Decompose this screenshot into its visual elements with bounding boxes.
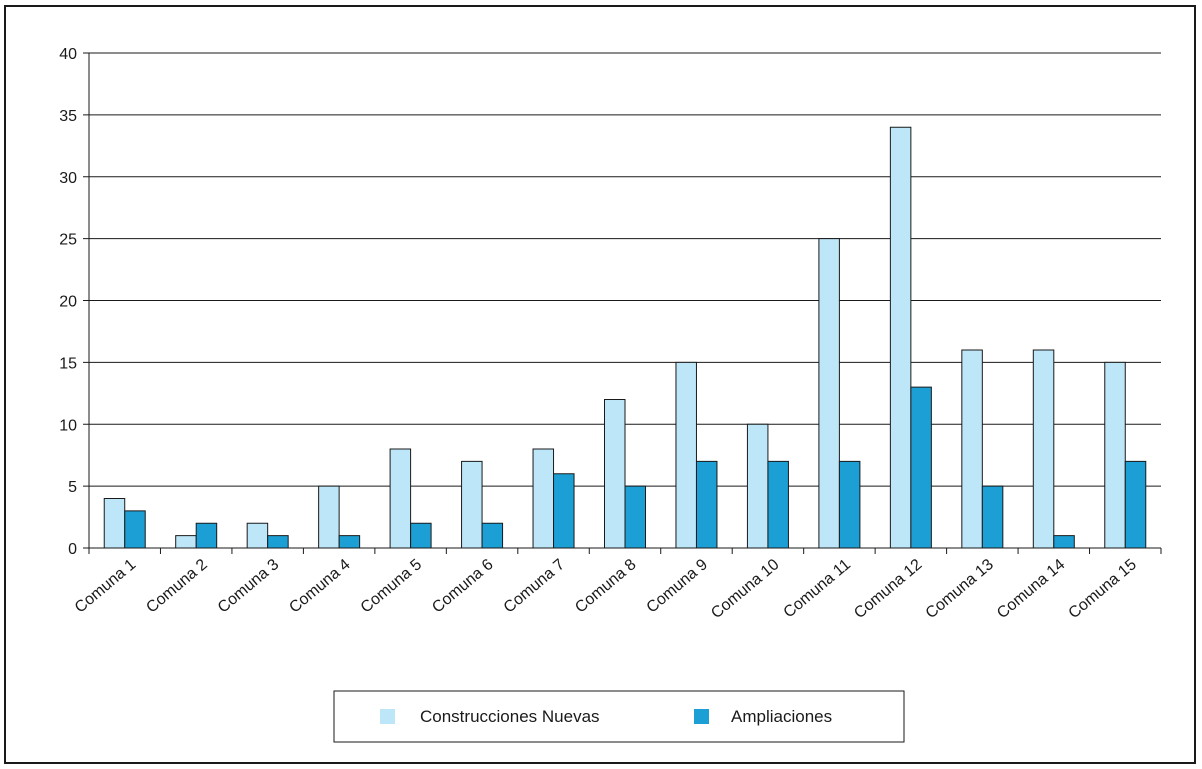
bar-ampliaciones bbox=[267, 535, 289, 549]
bar-ampliaciones bbox=[1053, 535, 1075, 549]
bar-ampliaciones bbox=[410, 522, 432, 549]
bar-construcciones-nuevas bbox=[103, 498, 126, 549]
x-category-label: Comuna 5 bbox=[358, 556, 426, 617]
bar-ampliaciones bbox=[910, 386, 932, 549]
x-category-label: Comuna 2 bbox=[143, 556, 211, 617]
bar-ampliaciones bbox=[695, 460, 718, 549]
bar-construcciones-nuevas bbox=[889, 126, 912, 549]
y-tick-label: 35 bbox=[59, 108, 77, 125]
bar-construcciones-nuevas bbox=[389, 448, 412, 549]
bar-construcciones-nuevas bbox=[1032, 349, 1055, 549]
x-category-labels: Comuna 1 Comuna 2 Comuna 3 Comuna 4 Comuna 5… bbox=[72, 556, 1140, 622]
bar-ampliaciones bbox=[624, 485, 646, 549]
y-tick-label: 10 bbox=[59, 417, 77, 434]
chart-frame: 0 5 10 15 20 25 30 35 40 Comuna 1 Comuna 2 Comuna … bbox=[4, 5, 1196, 764]
bar-construcciones-nuevas bbox=[746, 423, 769, 549]
x-category-label: Comuna 4 bbox=[286, 556, 354, 617]
x-category-label: Comuna 14 bbox=[994, 556, 1068, 622]
y-tick-label: 0 bbox=[68, 541, 77, 558]
bar-ampliaciones bbox=[553, 473, 575, 549]
bar-construcciones-nuevas bbox=[1104, 361, 1126, 549]
y-tick-labels: 0 5 10 15 20 25 30 35 40 bbox=[59, 46, 77, 558]
legend-swatch-ampliaciones bbox=[694, 709, 709, 724]
bar-ampliaciones bbox=[124, 510, 146, 549]
legend: Construcciones Nuevas Ampliaciones bbox=[333, 690, 905, 743]
bar-ampliaciones bbox=[195, 522, 218, 549]
bar-construcciones-nuevas bbox=[318, 485, 340, 549]
bar-ampliaciones bbox=[981, 485, 1004, 549]
x-category-label: Comuna 13 bbox=[923, 556, 997, 622]
bar-ampliaciones bbox=[338, 535, 361, 549]
x-category-label: Comuna 15 bbox=[1066, 556, 1140, 622]
bar-construcciones-nuevas bbox=[961, 349, 983, 549]
bar-ampliaciones bbox=[481, 522, 504, 549]
x-category-label: Comuna 8 bbox=[572, 556, 640, 617]
x-category-label: Comuna 10 bbox=[708, 556, 782, 622]
legend-label-ampliaciones: Ampliaciones bbox=[731, 707, 832, 726]
gridlines bbox=[89, 52, 1161, 487]
x-category-label: Comuna 9 bbox=[644, 556, 712, 617]
x-category-label: Comuna 7 bbox=[501, 556, 569, 617]
y-tick-label: 25 bbox=[59, 232, 77, 249]
x-category-label: Comuna 1 bbox=[72, 556, 140, 617]
y-tick-label: 5 bbox=[68, 479, 77, 496]
bar-construcciones-nuevas bbox=[818, 238, 840, 549]
bar-construcciones-nuevas bbox=[175, 535, 197, 549]
legend-swatch-construcciones-nuevas bbox=[380, 709, 395, 724]
y-tick-label: 15 bbox=[59, 355, 77, 372]
bar-construcciones-nuevas bbox=[246, 522, 269, 549]
x-category-label: Comuna 3 bbox=[215, 556, 283, 617]
bar-ampliaciones bbox=[767, 460, 789, 549]
y-tick-label: 30 bbox=[59, 170, 77, 187]
legend-label-construcciones-nuevas: Construcciones Nuevas bbox=[420, 707, 600, 726]
bar-ampliaciones bbox=[1124, 460, 1147, 549]
y-tick-label: 20 bbox=[59, 294, 77, 311]
bar-construcciones-nuevas bbox=[532, 448, 555, 549]
x-category-label: Comuna 6 bbox=[429, 556, 497, 617]
y-tick-label: 40 bbox=[59, 46, 77, 63]
bar-ampliaciones bbox=[838, 460, 861, 549]
bar-construcciones-nuevas bbox=[604, 399, 626, 549]
bar-construcciones-nuevas bbox=[675, 361, 697, 549]
legend-box bbox=[333, 690, 905, 743]
bar-construcciones-nuevas bbox=[461, 460, 483, 549]
bars bbox=[103, 126, 1147, 549]
x-category-label: Comuna 12 bbox=[851, 556, 925, 622]
axes bbox=[83, 52, 1162, 554]
x-category-label: Comuna 11 bbox=[781, 556, 854, 621]
